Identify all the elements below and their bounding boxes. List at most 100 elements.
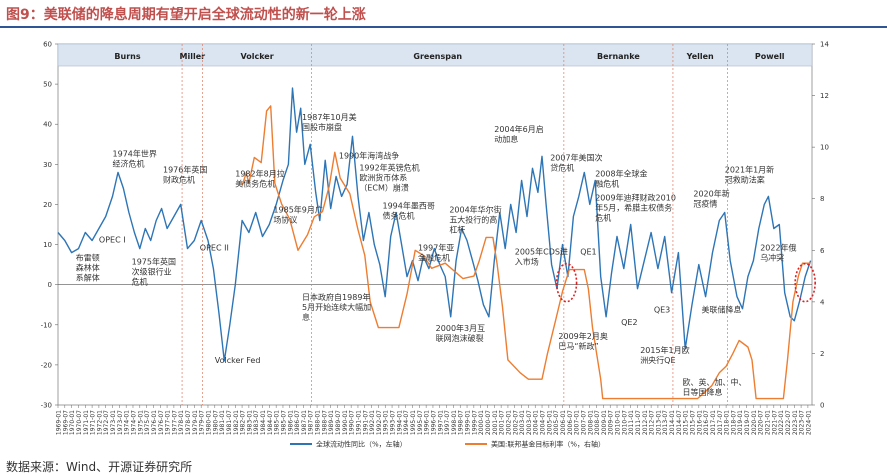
annotation-text: 2004年华尔街五大投行的高杠杆 [449, 204, 501, 234]
annotation-line: 2009年迪拜财政2010 [595, 192, 676, 202]
x-tick-label: 1990-07 [349, 410, 356, 435]
annotation-line: 联网泡沫破裂 [436, 333, 484, 343]
x-tick-label: 1977-07 [171, 410, 178, 435]
x-tick-label: 1986-07 [294, 410, 301, 435]
x-axis: 1969-01 1969-07 1970-01 1970-07 1971-01 1971-… [56, 405, 812, 435]
annotation-line: 1990年海湾战争 [339, 150, 399, 160]
left-tick-label: -20 [41, 361, 52, 369]
x-tick-label: 1971-07 [90, 410, 97, 435]
x-tick-label: 2021-07 [771, 410, 778, 435]
left-tick-label: 10 [43, 241, 52, 249]
annotation-line: （ECM）崩溃 [359, 182, 409, 192]
annotation-line: 日本政府自1989年 [302, 292, 370, 302]
x-tick-label: 2021-01 [765, 410, 772, 435]
annotation-line: QE2 [621, 318, 637, 327]
annotation-text: OPEC I [99, 236, 126, 245]
era-label: Powell [755, 52, 785, 61]
left-tick-label: -10 [41, 321, 52, 329]
left-tick-label: 20 [43, 201, 52, 209]
legend-label: 美国:联邦基金目标利率（%，右轴） [491, 440, 605, 449]
annotation-line: 2000年3月互 [436, 323, 485, 333]
annotation-line: 布雷顿 [76, 253, 100, 263]
x-tick-label: 1987-07 [308, 410, 315, 435]
x-tick-label: 1969-01 [56, 410, 63, 435]
x-tick-label: 1991-01 [355, 410, 362, 435]
fed-rate-series-line [241, 105, 811, 400]
x-tick-label: 2003-01 [519, 410, 526, 435]
annotation-line: 入市场 [515, 257, 539, 267]
annotation-text: 布雷顿森林体系解体 [76, 253, 100, 283]
annotation-text: 1974年世界经济危机 [113, 148, 157, 168]
annotation-line: 欧洲货币体系 [359, 172, 407, 182]
x-tick-label: 1976-01 [151, 410, 158, 435]
annotation-line: 2022年俄 [760, 243, 796, 253]
x-tick-label: 2008-07 [594, 410, 601, 435]
annotation-line: 2008年全球金 [595, 168, 647, 178]
x-tick-label: 2020-07 [758, 410, 765, 435]
annotation-line: 债务危机 [383, 210, 415, 220]
x-tick-label: 1990-01 [342, 410, 349, 435]
x-tick-label: 1977-01 [165, 410, 172, 435]
left-axis: -30 -20 -10 0 10 20 30 40 50 60 [41, 41, 58, 410]
x-tick-label: 2000-07 [485, 410, 492, 435]
x-tick-label: 1998-07 [458, 410, 465, 435]
x-tick-label: 1975-01 [137, 410, 144, 435]
x-tick-label: 2012-01 [642, 410, 649, 435]
x-tick-label: 1995-07 [417, 410, 424, 435]
x-tick-label: 2015-07 [690, 410, 697, 435]
x-tick-label: 1973-01 [110, 410, 117, 435]
annotation-line: 系解体 [76, 273, 100, 283]
annotation-line: 场协议 [273, 214, 297, 224]
annotation-line: 冠救助法案 [725, 174, 765, 184]
annotation-line: OPEC II [200, 244, 229, 253]
era-label: Bernanke [597, 52, 640, 61]
annotation-text: 1994年墨西哥债务危机 [383, 200, 435, 220]
annotation-text: 日本政府自1989年 5月开始连续大幅加息 [302, 292, 371, 322]
annotation-line: 2020年新 [693, 188, 729, 198]
x-tick-label: 2013-07 [662, 410, 669, 435]
annotation-text: 欧、英、加、中、日等国降息 [682, 377, 746, 397]
x-tick-label: 1999-01 [465, 410, 472, 435]
x-tick-label: 1996-07 [430, 410, 437, 435]
right-tick-label: 6 [820, 247, 825, 255]
annotation-text: 2020年新冠疫情 [693, 188, 729, 208]
x-tick-label: 1986-01 [287, 410, 294, 435]
x-tick-label: 1975-07 [144, 410, 151, 435]
x-tick-label: 1997-07 [444, 410, 451, 435]
annotation-line: 2004年6月启 [494, 124, 543, 134]
series-lines [57, 87, 812, 400]
annotation-line: 2015年1月欧 [640, 345, 689, 355]
x-tick-label: 1981-07 [226, 410, 233, 435]
annotation-line: 2007年美国次 [550, 152, 602, 162]
annotation-line: 息 [302, 312, 310, 322]
x-tick-label: 2003-07 [526, 410, 533, 435]
x-tick-label: 1980-07 [212, 410, 219, 435]
annotation-line: 1982年8月拉 [235, 168, 284, 178]
annotation-line: 危机 [132, 277, 148, 287]
x-tick-label: 2018-07 [730, 410, 737, 435]
annotation-text: 2015年1月欧洲央行QE [640, 345, 689, 365]
x-tick-label: 1972-01 [96, 410, 103, 435]
x-tick-label: 2020-01 [751, 410, 758, 435]
right-tick-label: 14 [820, 41, 829, 49]
x-tick-label: 1973-07 [117, 410, 124, 435]
liquidity-chart: Burns Miller Volcker Greenspan Bernanke Yelle… [41, 41, 830, 449]
x-tick-label: 2007-07 [580, 410, 587, 435]
annotation-line: 日等国降息 [682, 387, 722, 397]
annotation-line: 杠杆 [449, 224, 465, 234]
annotation-line: 年5月，希腊主权债务 [595, 202, 672, 212]
annotation-text: 1990年海湾战争 [339, 150, 399, 160]
annotation-line: 1997年亚 [418, 243, 454, 253]
right-tick-label: 8 [820, 195, 824, 203]
x-tick-label: 1985-07 [280, 410, 287, 435]
x-tick-label: 2004-07 [540, 410, 547, 435]
x-tick-label: 2014-07 [676, 410, 683, 435]
x-tick-label: 1993-07 [390, 410, 397, 435]
left-tick-label: 60 [43, 41, 52, 49]
x-tick-label: 2022-07 [785, 410, 792, 435]
x-tick-label: 1983-07 [253, 410, 260, 435]
x-tick-label: 1983-01 [246, 410, 253, 435]
x-tick-label: 2010-07 [621, 410, 628, 435]
annotation-line: 冠疫情 [693, 198, 717, 208]
annotation-text: 1976年英国财政危机 [163, 164, 207, 184]
